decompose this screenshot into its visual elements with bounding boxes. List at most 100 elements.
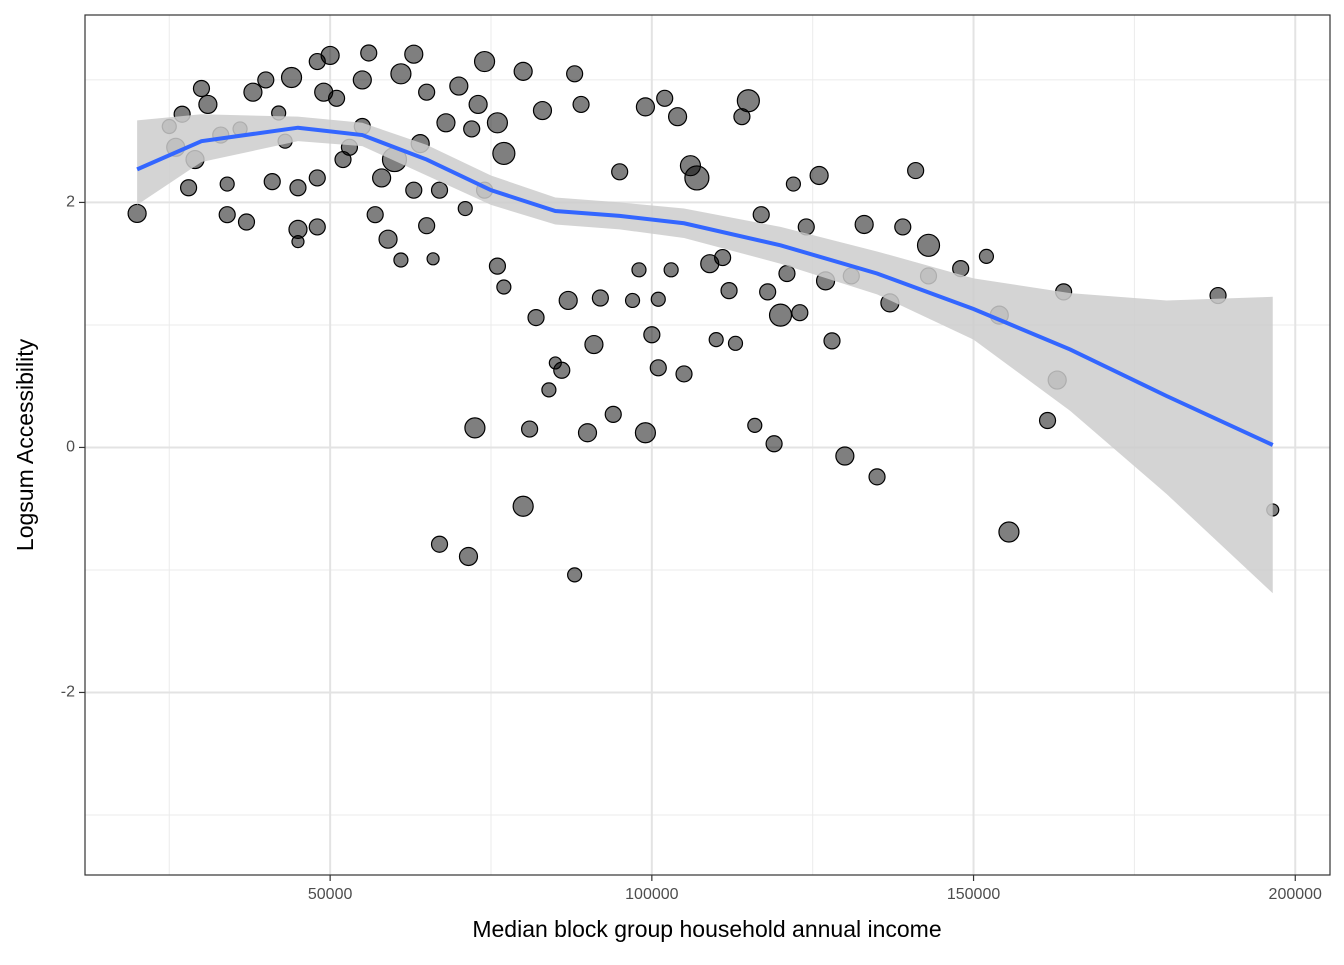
point bbox=[436, 113, 456, 133]
point bbox=[667, 107, 688, 127]
x-tick-label: 150000 bbox=[947, 886, 1000, 903]
point bbox=[237, 213, 256, 231]
point bbox=[468, 94, 488, 115]
point bbox=[418, 83, 436, 101]
point bbox=[611, 163, 629, 181]
point bbox=[257, 71, 275, 89]
point bbox=[634, 422, 657, 444]
point bbox=[1038, 411, 1057, 430]
point bbox=[532, 100, 553, 121]
point bbox=[512, 495, 534, 517]
point bbox=[426, 252, 440, 266]
point bbox=[624, 292, 641, 309]
point bbox=[854, 214, 874, 235]
point bbox=[553, 361, 571, 379]
point bbox=[263, 173, 281, 191]
point bbox=[675, 365, 693, 383]
x-tick-label: 200000 bbox=[1269, 886, 1322, 903]
y-tick-label: 2 bbox=[66, 194, 75, 211]
point bbox=[720, 282, 738, 300]
point bbox=[405, 181, 423, 199]
point bbox=[430, 181, 449, 199]
point bbox=[907, 161, 925, 180]
point bbox=[791, 304, 809, 322]
point bbox=[492, 141, 516, 166]
point bbox=[650, 291, 666, 307]
point bbox=[572, 95, 590, 114]
x-axis-title: Median block group household annual inco… bbox=[472, 916, 941, 942]
point bbox=[390, 63, 412, 85]
point bbox=[366, 206, 384, 224]
point bbox=[765, 435, 783, 453]
point bbox=[404, 44, 424, 64]
point bbox=[747, 417, 763, 433]
point bbox=[835, 446, 855, 466]
point bbox=[567, 567, 583, 583]
point bbox=[752, 206, 770, 224]
point bbox=[486, 112, 509, 134]
point bbox=[430, 535, 449, 553]
point bbox=[473, 50, 496, 73]
point bbox=[127, 203, 147, 224]
point bbox=[198, 94, 218, 115]
point bbox=[393, 252, 409, 268]
point bbox=[809, 165, 829, 186]
point bbox=[768, 303, 793, 327]
point bbox=[280, 66, 303, 89]
point bbox=[464, 417, 486, 439]
point bbox=[243, 82, 263, 102]
point bbox=[584, 334, 604, 355]
point bbox=[327, 89, 346, 107]
point bbox=[604, 405, 622, 423]
point bbox=[488, 257, 507, 275]
point bbox=[708, 332, 724, 348]
point bbox=[320, 45, 340, 66]
point bbox=[457, 200, 473, 217]
point bbox=[308, 169, 326, 187]
panel-border bbox=[84, 14, 1331, 876]
point bbox=[527, 308, 545, 327]
point bbox=[823, 332, 841, 350]
point bbox=[418, 217, 436, 235]
point bbox=[219, 176, 235, 192]
point bbox=[541, 382, 557, 398]
point bbox=[291, 235, 305, 249]
point bbox=[759, 283, 777, 301]
point bbox=[649, 359, 667, 377]
y-tick-label: 0 bbox=[66, 439, 75, 456]
smooth-line bbox=[136, 125, 1274, 447]
point bbox=[663, 262, 679, 278]
point bbox=[458, 546, 479, 567]
point bbox=[463, 120, 481, 138]
point bbox=[496, 279, 512, 295]
point bbox=[513, 61, 533, 81]
point bbox=[868, 468, 886, 486]
point bbox=[449, 76, 469, 96]
point bbox=[566, 65, 584, 83]
point bbox=[520, 420, 539, 438]
point bbox=[916, 233, 941, 257]
point bbox=[643, 326, 661, 344]
point bbox=[308, 218, 326, 236]
point bbox=[218, 206, 236, 224]
point bbox=[631, 262, 647, 278]
point bbox=[635, 97, 656, 117]
point bbox=[736, 89, 760, 113]
point bbox=[778, 264, 796, 283]
point bbox=[352, 70, 372, 90]
point bbox=[656, 89, 674, 107]
y-axis-title: Logsum Accessibility bbox=[12, 338, 38, 551]
point bbox=[577, 423, 598, 443]
point bbox=[727, 335, 744, 351]
point bbox=[179, 179, 198, 197]
point bbox=[192, 79, 211, 98]
y-tick-label: -2 bbox=[61, 684, 75, 701]
point bbox=[894, 218, 912, 236]
point bbox=[785, 176, 801, 192]
x-tick-label: 100000 bbox=[625, 886, 678, 903]
point bbox=[684, 165, 710, 191]
confidence-band bbox=[137, 114, 1273, 594]
point bbox=[591, 289, 609, 307]
point bbox=[289, 179, 307, 197]
